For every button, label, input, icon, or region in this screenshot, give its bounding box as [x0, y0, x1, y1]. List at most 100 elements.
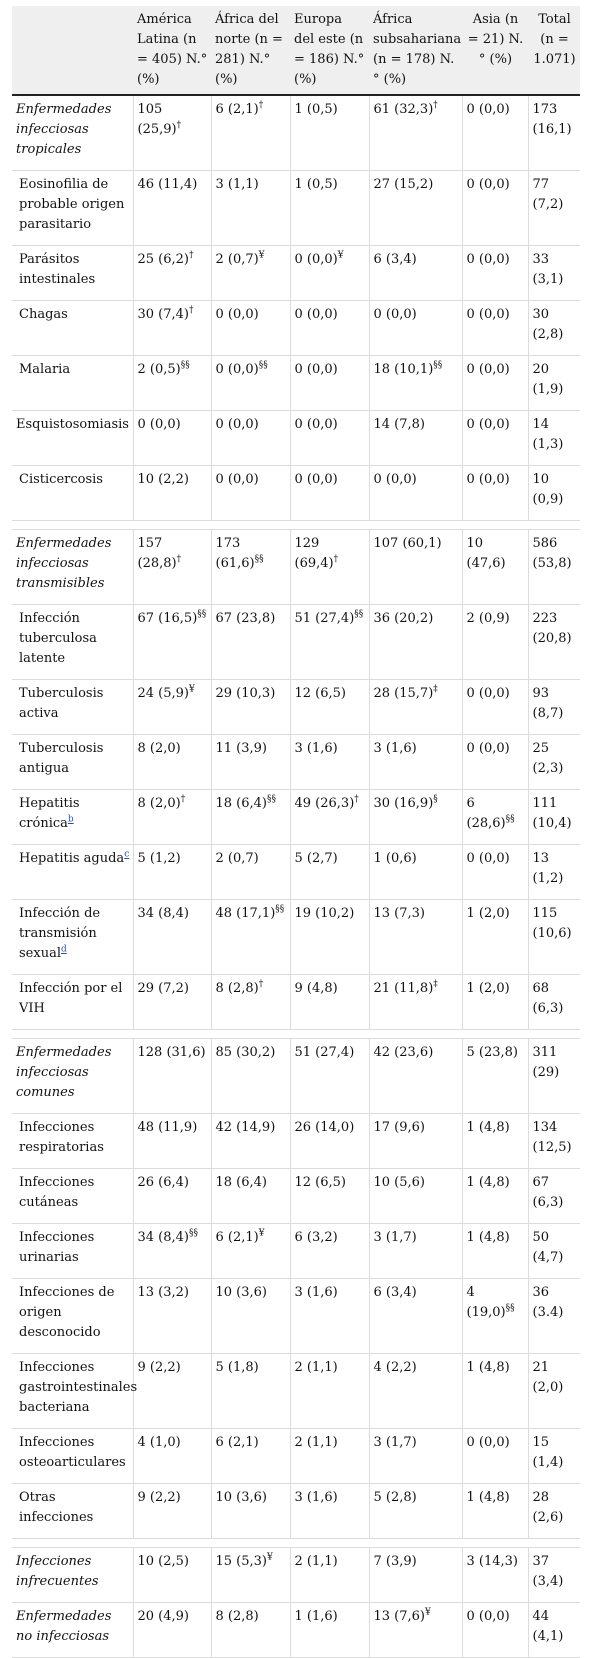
cell-total: 14 (1,3) [527, 410, 580, 466]
footnote-link[interactable]: c [124, 849, 130, 860]
cell-text: 8 (2,0) [137, 796, 181, 811]
cell-row-label: Esquistosomiasis [12, 410, 133, 466]
cell-latin-america: 48 (11,9) [132, 1113, 211, 1169]
cell-sub-saharan-africa: 28 (15,7)‡ [368, 679, 462, 735]
cell-total: 77 (7,2) [527, 170, 580, 246]
cell-text: 0 (0,0) [294, 417, 338, 432]
cell-total: 68 (6,3) [527, 974, 580, 1030]
cell-text: 2 (0,5) [137, 362, 181, 377]
cell-text: 51 (27,4) [294, 611, 355, 626]
cell-text: 0 (0,0) [294, 362, 338, 377]
cell-north-africa: 42 (14,9) [210, 1113, 290, 1169]
cell-text: 0 (0,0) [466, 851, 510, 866]
cell-row-label: Infecciones respiratorias [12, 1113, 133, 1169]
cell-north-africa: 3 (1,1) [210, 170, 290, 246]
cell-row-label: Eosinofilia de probable origen parasitar… [12, 170, 133, 246]
cell-eastern-europe: 0 (0,0) [289, 300, 369, 356]
cell-sub-saharan-africa: 17 (9,6) [368, 1113, 462, 1169]
cell-north-africa: 8 (2,8)† [210, 974, 290, 1030]
cell-text: Infección por el VIH [19, 981, 123, 1016]
cell-sub-saharan-africa: 14 (7,8) [368, 410, 462, 466]
cell-text: 1 (4,8) [466, 1360, 510, 1375]
cell-text: 7 (3,9) [373, 1554, 417, 1569]
cell-text: 6 (2,1) [215, 1230, 259, 1245]
table-body: Enfermedades infecciosas tropicales 105 (… [12, 95, 580, 1658]
cell-latin-america: 128 (31,6) [132, 1038, 211, 1114]
header-cell-asia: Asia (n = 21) N.° (%) [462, 6, 528, 96]
cell-text: Hepatitis aguda [19, 851, 125, 866]
spacer-cell [12, 520, 133, 530]
cell-row-label: Infecciones gastrointestinales bacterian… [12, 1353, 137, 1429]
cell-text: Hepatitis crónica [19, 796, 80, 831]
cell-latin-america: 9 (2,2) [132, 1353, 211, 1429]
footnote-link[interactable]: d [60, 944, 67, 955]
cell-text: 134 (12,5) [532, 1120, 572, 1155]
cell-text: 1 (4,8) [466, 1490, 510, 1505]
cell-eastern-europe: 12 (6,5) [289, 1168, 369, 1224]
cell-text: 10 (47,6) [466, 536, 506, 571]
footnote-link[interactable]: b [67, 814, 74, 825]
cell-text: 0 (0,0) [137, 417, 181, 432]
cell-eastern-europe: 2 (1,1) [289, 1547, 369, 1603]
cell-latin-america: 25 (6,2)† [132, 245, 211, 301]
header-row: América Latina (n = 405) N.° (%) África … [12, 6, 580, 96]
cell-eastern-europe: 26 (14,0) [289, 1113, 369, 1169]
significance-mark: † [176, 554, 182, 565]
cell-text: 13 (7,6) [373, 1609, 426, 1624]
cell-text: Infecciones urinarias [19, 1230, 95, 1265]
cell-latin-america: 26 (6,4) [132, 1168, 211, 1224]
spacer-cell [290, 1538, 369, 1548]
cell-row-label: Infección de transmisión sexuald [12, 899, 133, 975]
cell-text: 26 (6,4) [137, 1175, 190, 1190]
spacer-row [12, 520, 580, 530]
cell-text: 50 (4,7) [532, 1230, 564, 1265]
significance-mark: † [258, 100, 264, 111]
cell-text: 51 (27,4) [294, 1045, 355, 1060]
table-row: Infecciones gastrointestinales bacterian… [12, 1353, 580, 1429]
group-row: Infecciones infrecuentes 10 (2,5) 15 (5,3)… [12, 1547, 580, 1603]
table-row: Infecciones osteoarticulares 4 (1,0) 6 (2,… [12, 1428, 580, 1484]
cell-text: 128 (31,6) [137, 1045, 206, 1060]
spacer-cell [369, 520, 462, 530]
cell-text: 2 (1,1) [294, 1435, 338, 1450]
significance-mark: ¥ [425, 1607, 431, 1618]
significance-mark: §§ [197, 609, 207, 620]
cell-text: 13 (1,2) [532, 851, 564, 886]
cell-asia: 1 (2,0) [461, 899, 528, 975]
cell-row-label: Chagas [12, 300, 133, 356]
cell-row-label: Infecciones cutáneas [12, 1168, 133, 1224]
cell-north-africa: 6 (2,1) [210, 1428, 290, 1484]
cell-latin-america: 30 (7,4)† [132, 300, 211, 356]
cell-asia: 0 (0,0) [461, 300, 528, 356]
cell-asia: 1 (4,8) [461, 1168, 528, 1224]
cell-text: 12 (6,5) [294, 686, 347, 701]
cell-text: Cisticercosis [19, 472, 103, 487]
cell-eastern-europe: 1 (0,5) [289, 170, 369, 246]
cell-text: 1 (1,6) [294, 1609, 338, 1624]
cell-text: 9 (4,8) [294, 981, 338, 996]
cell-text: 8 (2,0) [137, 741, 181, 756]
cell-text: 3 (1,7) [373, 1435, 417, 1450]
cell-total: 28 (2,6) [527, 1483, 580, 1539]
cell-text: 8 (2,8) [215, 1609, 259, 1624]
cell-text: 30 (16,9) [373, 796, 434, 811]
cell-text: 0 (0,0) [294, 472, 338, 487]
cell-text: 15 (1,4) [532, 1435, 564, 1470]
header-cell-eastern-europe: Europa del este (n = 186) N.° (%) [290, 6, 369, 96]
cell-latin-america: 8 (2,0)† [132, 789, 211, 845]
cell-text: 10 (5,6) [373, 1175, 426, 1190]
group-row: Enfermedades infecciosas tropicales 105 (… [12, 95, 580, 171]
spacer-cell [133, 1029, 211, 1039]
cell-text: 29 (7,2) [137, 981, 190, 996]
header-cell-north-africa: África del norte (n = 281) N.° (%) [211, 6, 290, 96]
cell-north-africa: 2 (0,7)¥ [210, 245, 290, 301]
cell-text: 3 (1,6) [294, 1490, 338, 1505]
spacer-row [12, 1029, 580, 1039]
cell-text: Infecciones osteoarticulares [19, 1435, 126, 1470]
cell-latin-america: 105 (25,9)† [132, 95, 211, 171]
cell-text: 6 (3,4) [373, 252, 417, 267]
significance-mark: † [189, 250, 194, 261]
cell-text: 0 (0,0) [215, 362, 259, 377]
cell-sub-saharan-africa: 10 (5,6) [368, 1168, 462, 1224]
spacer-cell [211, 520, 290, 530]
